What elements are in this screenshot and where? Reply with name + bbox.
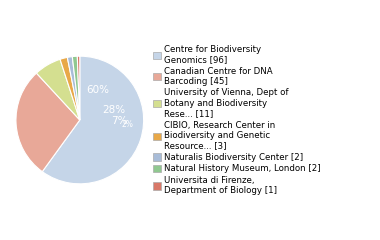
Text: 7%: 7%: [111, 116, 128, 126]
Wedge shape: [36, 59, 80, 120]
Wedge shape: [42, 56, 144, 184]
Wedge shape: [77, 56, 80, 120]
Legend: Centre for Biodiversity
Genomics [96], Canadian Centre for DNA
Barcoding [45], U: Centre for Biodiversity Genomics [96], C…: [153, 45, 321, 195]
Text: 28%: 28%: [102, 105, 125, 115]
Wedge shape: [60, 57, 80, 120]
Wedge shape: [16, 73, 80, 172]
Wedge shape: [67, 57, 80, 120]
Wedge shape: [72, 56, 80, 120]
Text: 60%: 60%: [86, 84, 109, 95]
Text: 2%: 2%: [122, 120, 133, 129]
